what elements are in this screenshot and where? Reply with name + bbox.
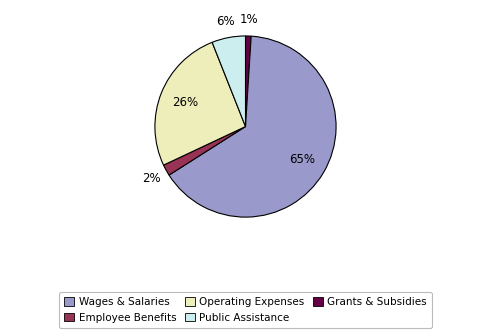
Text: 1%: 1% [240, 13, 258, 26]
Text: 26%: 26% [172, 96, 198, 109]
Text: 65%: 65% [289, 153, 315, 166]
Wedge shape [212, 36, 246, 127]
Wedge shape [246, 36, 251, 127]
Text: 6%: 6% [216, 15, 235, 28]
Wedge shape [164, 127, 246, 175]
Text: 2%: 2% [142, 171, 161, 184]
Legend: Wages & Salaries, Employee Benefits, Operating Expenses, Public Assistance, Gran: Wages & Salaries, Employee Benefits, Ope… [59, 292, 432, 328]
Wedge shape [169, 36, 336, 217]
Wedge shape [155, 42, 246, 165]
